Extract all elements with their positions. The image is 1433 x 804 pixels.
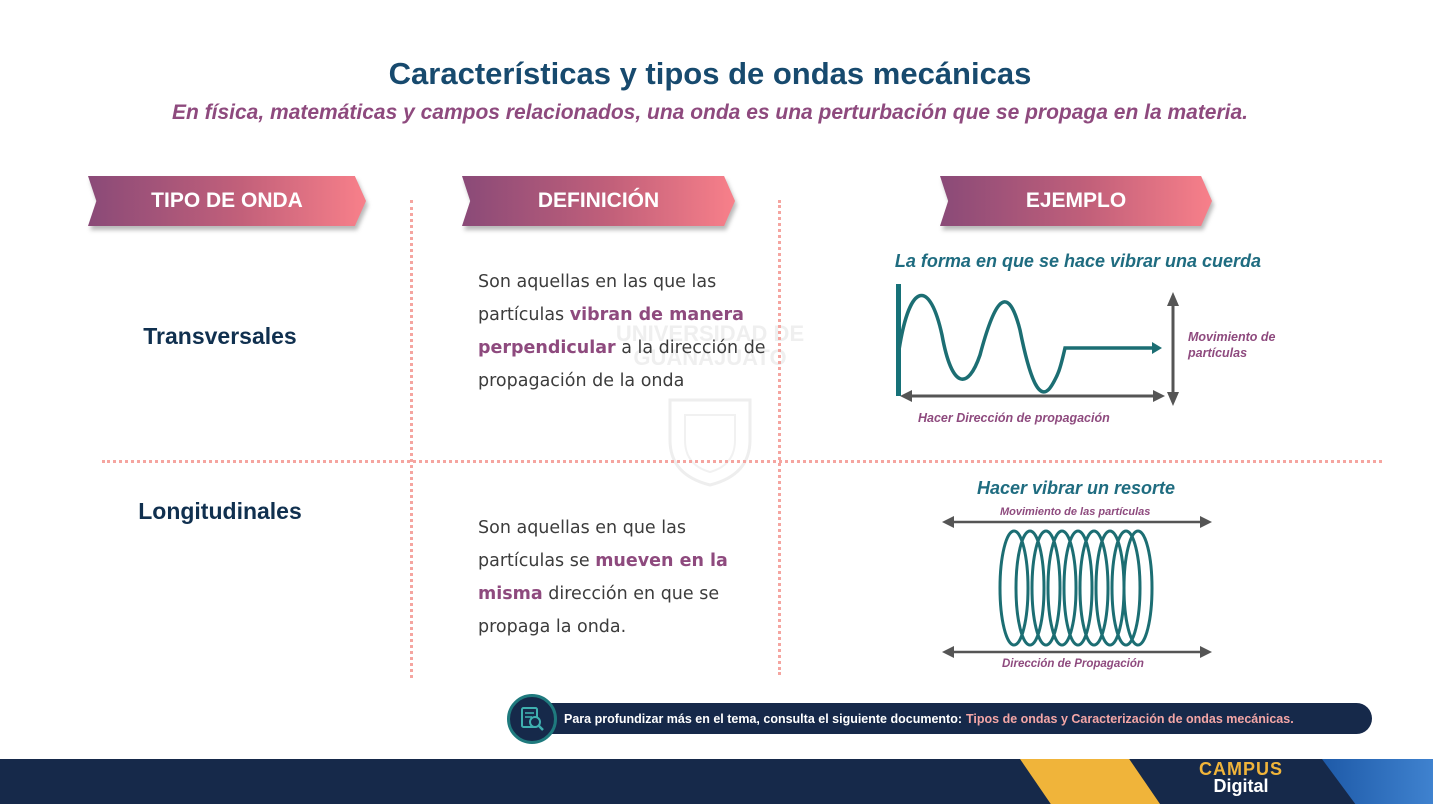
spring-diagram [942,516,1212,658]
definition-transversales-pre: Son aquellas en las que las partículas [478,272,717,325]
watermark-line-1: UNIVERSIDAD DE [615,321,805,346]
label-spring-propagation: Dirección de Propagación [1002,658,1144,670]
column-header-type-wrap: TIPO DE ONDA [88,176,366,226]
column-divider-1 [410,200,413,678]
row-label-longitudinales: Longitudinales [138,498,302,524]
definition-longitudinales: Son aquellas en que las partículas se mu… [478,512,768,644]
transverse-wave-diagram [896,284,1179,406]
page-subtitle: En física, matemáticas y campos relacion… [171,101,1249,124]
column-header-example: EJEMPLO [940,176,1212,226]
logo-line-2: Digital [1213,776,1269,796]
magnifier-icon [521,707,544,731]
row-label-transversales: Transversales [143,323,297,349]
column-header-example-wrap: EJEMPLO [940,176,1212,226]
footer-yellow-stripe [1020,759,1160,804]
crest-icon [668,398,752,487]
label-propagation-direction: Hacer Dirección de propagación [918,411,1110,425]
row-divider [102,460,1382,463]
label-particle-motion: Movimiento de partículas [1188,330,1276,360]
example-title-longitudinales: Hacer vibrar un resorte [976,478,1176,498]
definition-transversales-bold: vibran de manera perpendicular [478,305,744,358]
logo-line-1: CAMPUS [1198,759,1283,779]
definition-longitudinales-bold: mueven en la misma [478,551,728,604]
document-link[interactable]: Tipos de ondas y Caracterización de onda… [966,711,1294,726]
column-header-definition: DEFINICIÓN [462,176,735,226]
definition-transversales-post: a la dirección de propagación de la onda [478,338,766,391]
footer-bar [0,759,1433,804]
footer-blue-stripe [1322,759,1433,804]
column-divider-2 [778,200,781,675]
definition-transversales: Son aquellas en las que las partículas v… [478,266,768,398]
column-header-type: TIPO DE ONDA [88,176,366,226]
column-header-definition-wrap: DEFINICIÓN [462,176,735,226]
definition-longitudinales-pre: Son aquellas en que las partículas se [478,518,686,571]
label-particle-movement: Movimiento de las partículas [1000,506,1151,518]
page-title: Características y tipos de ondas mecánic… [388,56,1032,91]
university-watermark: UNIVERSIDAD DE GUANAJUATO [600,322,820,495]
note-text: Para profundizar más en el tema, consult… [564,711,963,726]
document-search-icon [507,694,557,744]
campus-digital-logo: CAMPUS Digital [1186,759,1296,801]
watermark-line-2: GUANAJUATO [633,345,787,370]
document-note: Para profundizar más en el tema, consult… [522,703,1372,734]
definition-longitudinales-post: dirección en que se propaga la onda. [478,584,720,637]
example-title-transversales: La forma en que se hace vibrar una cuerd… [894,251,1262,271]
